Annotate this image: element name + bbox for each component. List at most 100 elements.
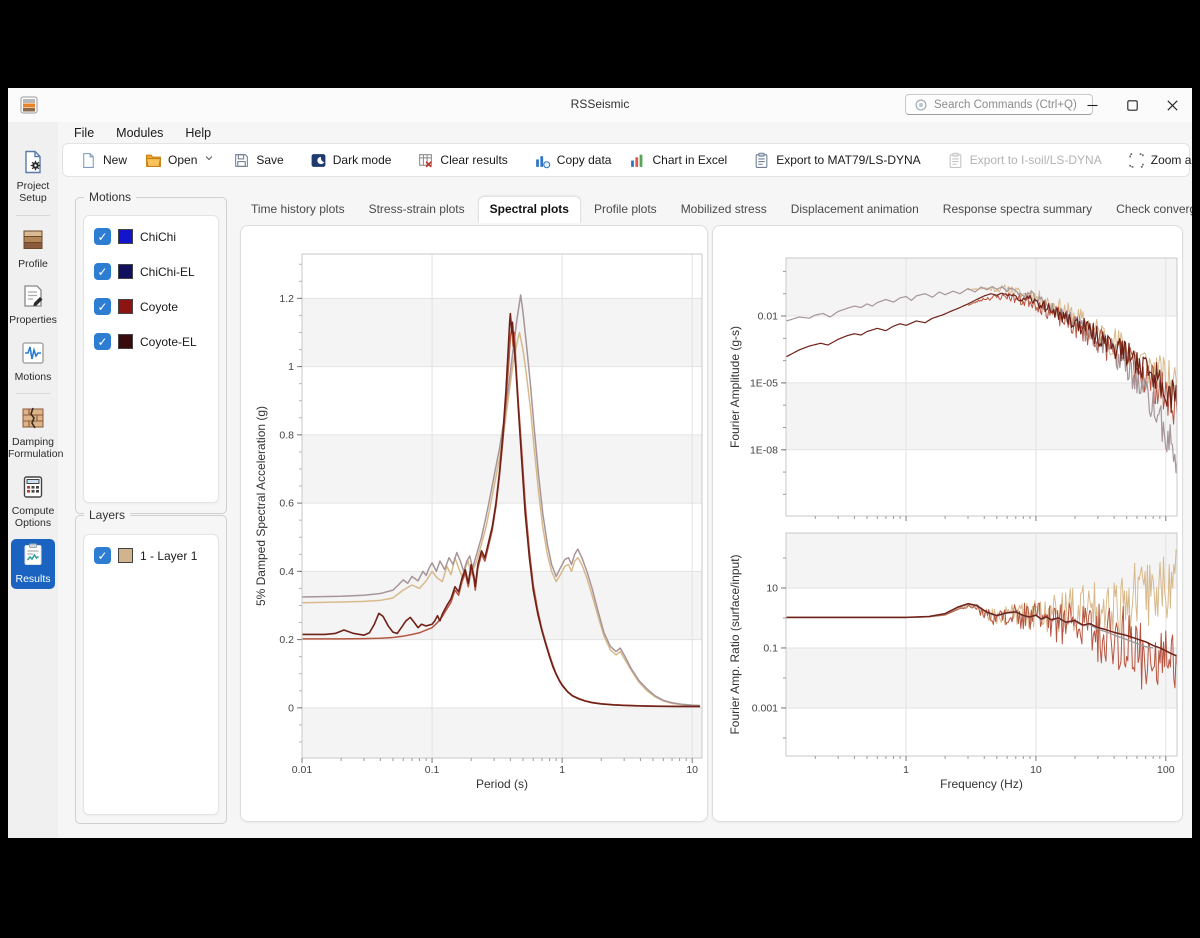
menubar: File Modules Help bbox=[62, 122, 211, 144]
y-tick-label: 0.1 bbox=[763, 642, 778, 654]
toolbar-button-copy-data[interactable]: Copy data bbox=[525, 148, 621, 173]
tab-spectral-plots[interactable]: Spectral plots bbox=[477, 196, 581, 223]
y-tick-label: 0.6 bbox=[279, 498, 294, 510]
color-swatch bbox=[118, 299, 133, 314]
toolbar-button-clear-results[interactable]: Clear results bbox=[408, 148, 516, 173]
tab-stress-strain-plots[interactable]: Stress-strain plots bbox=[368, 202, 465, 216]
tab-check-convergence[interactable]: Check convergence bbox=[1116, 202, 1192, 216]
toolbar-button-new[interactable]: New bbox=[71, 148, 136, 173]
search-icon bbox=[914, 98, 928, 112]
tab-time-history-plots[interactable]: Time history plots bbox=[251, 202, 345, 216]
toolbar-button-open[interactable]: Open bbox=[136, 148, 224, 173]
toolbar-button-label: Open bbox=[168, 153, 198, 167]
clear-results-icon bbox=[417, 152, 434, 169]
motion-item-chichi-el[interactable]: ✓ ChiChi-EL bbox=[84, 257, 218, 286]
spectral-acceleration-chart[interactable]: 0.01 0.1 1 10 0 0.2 0.4 0.6 0.8 1 1.2 5% Damped Spe… bbox=[241, 226, 707, 821]
y-axis-title: Fourier Amplitude (g-s) bbox=[728, 326, 742, 448]
sidebar-item-profile[interactable]: Profile bbox=[8, 224, 58, 273]
sidebar-item-label: Compute Options bbox=[11, 504, 55, 529]
checkbox[interactable]: ✓ bbox=[94, 547, 111, 564]
x-tick-label: 10 bbox=[686, 764, 698, 776]
sidebar-item-compute-options[interactable]: Compute Options bbox=[8, 471, 58, 533]
x-tick-label: 1 bbox=[903, 764, 909, 776]
menu-item-file[interactable]: File bbox=[74, 126, 95, 140]
color-swatch bbox=[118, 229, 133, 244]
open-folder-icon bbox=[145, 152, 162, 169]
layer-item-1-layer-1[interactable]: ✓ 1 - Layer 1 bbox=[84, 541, 218, 570]
sidebar-item-project-setup[interactable]: Project Setup bbox=[8, 146, 58, 208]
sidebar-item-damping-formulation[interactable]: Damping Formulation bbox=[8, 402, 63, 464]
series-coyote bbox=[302, 328, 701, 708]
sidebar: Project Setup Profile Properties Motions Damp… bbox=[8, 122, 63, 838]
sidebar-divider bbox=[16, 214, 50, 216]
y-tick-label: 0.001 bbox=[752, 702, 778, 714]
copy-data-icon bbox=[534, 152, 551, 169]
fourier-charts[interactable]: 0.01 1E-05 1E-08 Fourier Amplitude (g-s) 1 10… bbox=[713, 226, 1182, 821]
menu-item-modules[interactable]: Modules bbox=[116, 126, 164, 140]
tab-response-spectra-summary[interactable]: Response spectra summary bbox=[942, 202, 1093, 216]
sidebar-item-label: Properties bbox=[9, 314, 57, 327]
tab-displacement-animation[interactable]: Displacement animation bbox=[790, 202, 919, 216]
chevron-down-icon bbox=[203, 152, 215, 169]
tab-mobilized-stress[interactable]: Mobilized stress bbox=[680, 202, 767, 216]
sidebar-item-label: Project Setup bbox=[16, 180, 50, 205]
dark-mode-icon bbox=[310, 152, 327, 169]
y-tick-label: 0.4 bbox=[279, 566, 294, 578]
maximize-button[interactable] bbox=[1112, 88, 1152, 122]
layer-label: 1 - Layer 1 bbox=[140, 548, 198, 563]
search-commands-input[interactable]: Search Commands (Ctrl+Q) bbox=[905, 94, 1093, 115]
color-swatch bbox=[118, 334, 133, 349]
minimize-button[interactable] bbox=[1072, 88, 1112, 122]
toolbar-button-save[interactable]: Save bbox=[224, 148, 292, 173]
toolbar-button-label: Clear results bbox=[440, 153, 508, 167]
checkbox[interactable]: ✓ bbox=[94, 298, 111, 315]
layers-groupbox: Layers ✓ 1 - Layer 1 bbox=[75, 508, 227, 824]
profile-icon bbox=[20, 227, 46, 253]
x-tick-label: 0.01 bbox=[292, 764, 313, 776]
tab-bar: Time history plots Stress-strain plots Spe… bbox=[240, 193, 1192, 223]
motion-item-chichi[interactable]: ✓ ChiChi bbox=[84, 222, 218, 251]
chart-excel-icon bbox=[629, 152, 646, 169]
checkbox[interactable]: ✓ bbox=[94, 228, 111, 245]
y-tick-label: 1.2 bbox=[279, 293, 294, 305]
toolbar-button-zoom-all[interactable]: Zoom all bbox=[1119, 148, 1192, 173]
y-tick-label: 0.01 bbox=[758, 311, 779, 323]
layers-groupbox-title: Layers bbox=[84, 508, 131, 522]
checkbox[interactable]: ✓ bbox=[94, 263, 111, 280]
y-axis-title: 5% Damped Spectral Acceleration (g) bbox=[254, 406, 268, 606]
toolbar: New Open Save Dark mode Clear results Copy da… bbox=[62, 143, 1192, 177]
x-tick-label: 0.1 bbox=[425, 764, 440, 776]
sidebar-item-properties[interactable]: Properties bbox=[8, 280, 58, 329]
tab-profile-plots[interactable]: Profile plots bbox=[593, 202, 657, 216]
sidebar-item-label: Profile bbox=[18, 257, 48, 270]
sidebar-item-label: Motions bbox=[14, 370, 52, 383]
window-controls bbox=[1072, 88, 1192, 122]
motion-label: ChiChi-EL bbox=[140, 264, 195, 279]
motion-item-coyote-el[interactable]: ✓ Coyote-EL bbox=[84, 327, 218, 356]
menu-item-help[interactable]: Help bbox=[185, 126, 212, 140]
series-coyote-el bbox=[786, 292, 1177, 419]
sidebar-item-motions[interactable]: Motions bbox=[8, 337, 58, 386]
y-tick-label: 0.2 bbox=[279, 634, 294, 646]
toolbar-button-chart-in-excel[interactable]: Chart in Excel bbox=[620, 148, 736, 173]
series-chichi bbox=[786, 285, 1177, 474]
toolbar-button-label: Copy data bbox=[556, 153, 612, 167]
motion-label: Coyote bbox=[140, 299, 179, 314]
sidebar-item-results[interactable]: Results bbox=[11, 539, 55, 589]
motion-item-coyote[interactable]: ✓ Coyote bbox=[84, 292, 218, 321]
y-tick-label: 0 bbox=[288, 702, 294, 714]
series-coyote-el bbox=[302, 312, 701, 708]
toolbar-button-export-to-mat79-ls-dyna[interactable]: Export to MAT79/LS-DYNA bbox=[744, 148, 930, 173]
toolbar-button-label: Export to MAT79/LS-DYNA bbox=[776, 153, 921, 167]
results-icon bbox=[20, 542, 46, 568]
toolbar-button-dark-mode[interactable]: Dark mode bbox=[301, 148, 401, 173]
series-coyote-el bbox=[786, 602, 1177, 658]
y-tick-label: 1E-05 bbox=[750, 377, 778, 389]
close-button[interactable] bbox=[1152, 88, 1192, 122]
spectral-series bbox=[302, 294, 701, 708]
sidebar-divider bbox=[16, 392, 50, 394]
zoom-all-icon bbox=[1128, 152, 1145, 169]
toolbar-button-label: Zoom all bbox=[1150, 153, 1192, 167]
checkbox[interactable]: ✓ bbox=[94, 333, 111, 350]
sidebar-item-label: Results bbox=[15, 573, 51, 586]
